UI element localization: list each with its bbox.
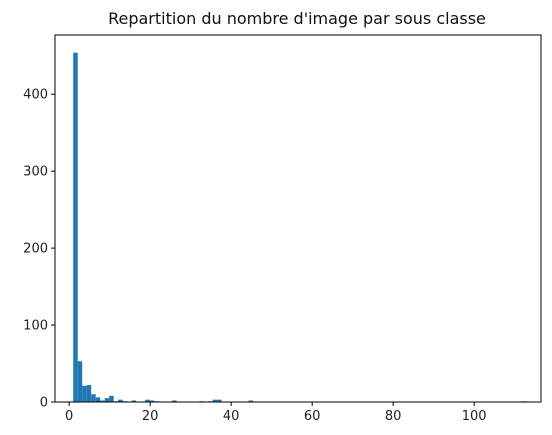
histogram-bar bbox=[118, 399, 123, 402]
y-tick-label: 300 bbox=[23, 165, 48, 180]
histogram-bar bbox=[109, 395, 114, 402]
histogram-bar bbox=[95, 397, 101, 402]
histogram-bar bbox=[131, 400, 137, 402]
histogram-bar bbox=[100, 400, 105, 402]
histogram-bar bbox=[149, 400, 155, 402]
histogram-bar bbox=[82, 385, 87, 402]
histogram-bar bbox=[104, 398, 110, 402]
chart-title: Repartition du nombre d'image par sous c… bbox=[108, 9, 486, 28]
y-tick-label: 0 bbox=[40, 396, 48, 411]
x-tick-label: 40 bbox=[223, 409, 240, 424]
histogram-bar bbox=[77, 361, 83, 402]
x-tick-label: 20 bbox=[142, 409, 159, 424]
x-axis: 0 20 40 60 80 100 bbox=[65, 402, 487, 424]
histogram-bar bbox=[145, 399, 150, 402]
x-tick-label: 60 bbox=[304, 409, 321, 424]
y-tick-label: 100 bbox=[23, 319, 48, 334]
histogram-bar bbox=[91, 394, 96, 402]
histogram-bar bbox=[172, 400, 177, 402]
x-tick-label: 0 bbox=[65, 409, 73, 424]
y-tick-label: 400 bbox=[23, 88, 48, 103]
y-axis: 0 100 200 300 400 bbox=[23, 88, 55, 411]
x-tick-label: 80 bbox=[385, 409, 402, 424]
histogram-bar bbox=[248, 400, 254, 402]
plot-frame bbox=[54, 34, 542, 403]
histogram-bar bbox=[217, 399, 222, 402]
y-tick-label: 200 bbox=[23, 242, 48, 257]
histogram-bar bbox=[73, 52, 78, 403]
histogram-bar bbox=[86, 385, 92, 402]
bars-group bbox=[73, 52, 527, 403]
x-tick-label: 100 bbox=[462, 409, 487, 424]
histogram-bar bbox=[212, 399, 218, 402]
